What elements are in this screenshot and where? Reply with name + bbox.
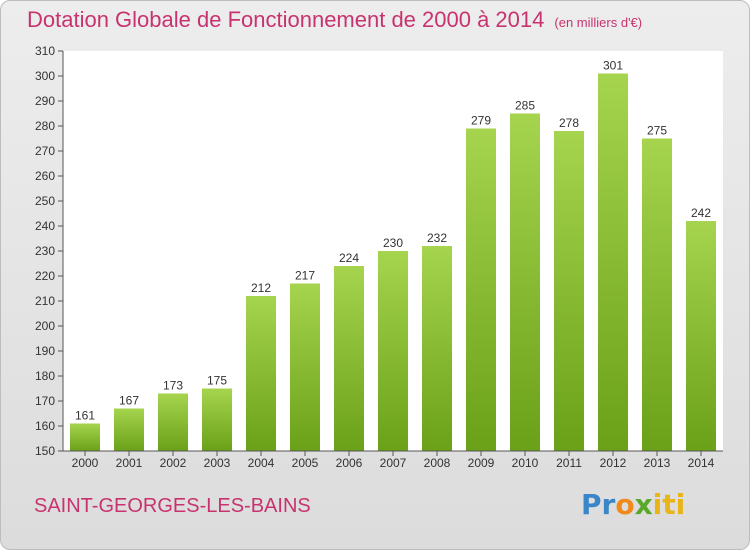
data-label-2011: 278 [559,116,579,130]
y-tick-label: 270 [35,144,55,158]
bar-2012 [598,73,628,451]
data-label-2014: 242 [691,206,711,220]
data-label-2008: 232 [427,231,447,245]
x-tick-label-2011: 2011 [556,456,582,470]
data-label-2006: 224 [339,251,359,265]
y-tick-label: 150 [35,444,55,458]
bar-2003 [202,388,232,451]
x-tick-label-2014: 2014 [688,456,715,470]
data-label-2013: 275 [647,124,667,138]
x-tick-label-2013: 2013 [644,456,671,470]
bar-2006 [334,266,364,451]
data-label-2003: 175 [207,374,227,388]
data-label-2010: 285 [515,99,535,113]
y-tick-label: 160 [35,419,55,433]
bar-2010 [510,113,540,451]
y-tick-label: 260 [35,169,55,183]
y-tick-label: 190 [35,344,55,358]
bar-2011 [554,131,584,451]
x-tick-label-2000: 2000 [72,456,99,470]
data-label-2007: 230 [383,236,403,250]
data-label-2005: 217 [295,269,315,283]
data-label-2004: 212 [251,281,271,295]
y-tick-label: 210 [35,294,55,308]
y-tick-label: 200 [35,319,55,333]
bar-2005 [290,283,320,451]
bar-2014 [686,221,716,451]
bar-2008 [422,246,452,451]
data-label-2009: 279 [471,114,491,128]
y-tick-label: 310 [35,44,55,58]
y-tick-label: 220 [35,269,55,283]
bar-2000 [70,423,100,451]
y-tick-label: 290 [35,94,55,108]
proxiti-logo: Proxiti [581,488,686,521]
y-tick-label: 300 [35,69,55,83]
x-tick-label-2002: 2002 [160,456,187,470]
y-tick-label: 170 [35,394,55,408]
y-tick-label: 280 [35,119,55,133]
x-tick-label-2003: 2003 [204,456,231,470]
x-tick-label-2009: 2009 [468,456,495,470]
bar-2009 [466,128,496,451]
bar-2002 [158,393,188,451]
x-tick-label-2008: 2008 [424,456,451,470]
data-label-2000: 161 [75,409,95,423]
bar-2001 [114,408,144,451]
x-tick-label-2004: 2004 [248,456,275,470]
x-tick-label-2006: 2006 [336,456,363,470]
commune-name: SAINT-GEORGES-LES-BAINS [34,495,311,517]
y-tick-label: 240 [35,219,55,233]
bar-2013 [642,138,672,451]
x-tick-label-2007: 2007 [380,456,407,470]
x-tick-label-2001: 2001 [116,456,143,470]
data-label-2012: 301 [603,59,623,73]
data-label-2001: 167 [119,394,139,408]
bar-2004 [246,296,276,451]
bar-2007 [378,251,408,451]
x-tick-label-2012: 2012 [600,456,627,470]
chart-title: Dotation Globale de Fonctionnement de 20… [27,7,643,32]
y-tick-label: 230 [35,244,55,258]
chart-subtitle: (en milliers d'€) [554,15,643,30]
x-tick-label-2005: 2005 [292,456,319,470]
x-tick-label-2010: 2010 [512,456,539,470]
y-tick-label: 250 [35,194,55,208]
data-label-2002: 173 [163,379,183,393]
y-tick-label: 180 [35,369,55,383]
